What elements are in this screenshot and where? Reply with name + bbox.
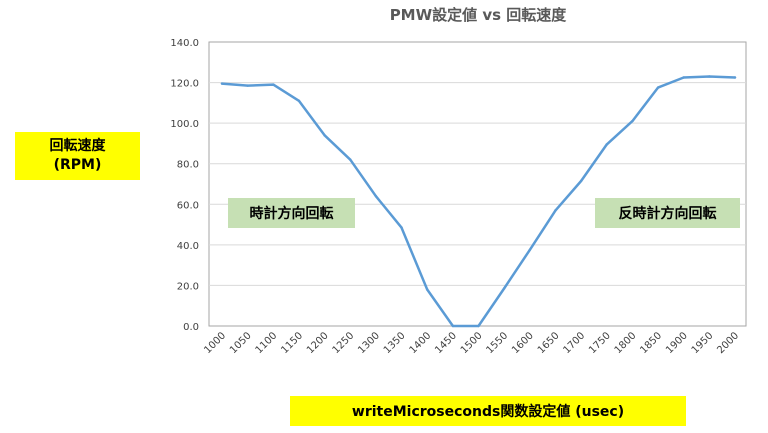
data-point xyxy=(451,324,455,328)
x-tick-label: 1850 xyxy=(638,330,664,356)
data-point xyxy=(554,209,557,212)
x-tick-label: 1100 xyxy=(254,330,280,356)
x-tick-label: 1900 xyxy=(664,330,690,356)
data-point xyxy=(297,99,301,103)
x-tick-label: 1000 xyxy=(202,330,228,356)
data-point xyxy=(323,134,326,137)
x-tick-label: 1950 xyxy=(690,330,716,356)
y-tick-label: 0.0 xyxy=(183,322,199,333)
x-tick-label: 1300 xyxy=(356,330,382,356)
data-point xyxy=(579,179,583,183)
y-tick-label: 100.0 xyxy=(170,119,199,130)
y-tick-label: 140.0 xyxy=(170,38,199,49)
data-point xyxy=(220,82,224,85)
x-tick-label: 1350 xyxy=(382,330,408,356)
x-tick-label: 1750 xyxy=(587,330,613,356)
y-tick-label: 60.0 xyxy=(177,200,199,211)
y-tick-label: 80.0 xyxy=(177,160,199,171)
data-point xyxy=(272,83,275,86)
x-tick-label: 1700 xyxy=(561,330,587,356)
y-axis-label-line1: 回転速度 xyxy=(49,138,106,154)
data-point xyxy=(349,158,352,161)
x-tick-label: 1550 xyxy=(484,330,510,356)
data-point xyxy=(708,75,711,78)
data-point xyxy=(374,194,378,198)
x-tick-label: 1200 xyxy=(305,330,331,356)
data-point xyxy=(733,76,737,79)
data-point xyxy=(502,287,506,290)
data-point xyxy=(426,288,429,291)
x-tick-label: 1050 xyxy=(228,330,254,356)
y-tick-label: 40.0 xyxy=(177,241,199,252)
data-point xyxy=(528,248,531,252)
data-point xyxy=(477,324,480,328)
chart-title: PMW設定値 vs 回転速度 xyxy=(389,6,567,24)
data-point xyxy=(631,119,634,123)
x-tick-label: 1650 xyxy=(536,330,562,356)
y-axis-label: 回転速度 (RPM) xyxy=(15,132,140,180)
annotation-counterclockwise: 反時計方向回転 xyxy=(595,198,740,228)
x-tick-label: 1400 xyxy=(408,330,434,356)
x-tick-label: 1150 xyxy=(279,330,305,356)
x-tick-label: 1450 xyxy=(433,330,459,356)
y-tick-label: 20.0 xyxy=(177,281,199,292)
x-tick-label: 1600 xyxy=(510,330,536,356)
x-tick-label: 1500 xyxy=(459,330,485,356)
x-tick-label: 1800 xyxy=(613,330,639,356)
data-point xyxy=(400,226,403,229)
data-point xyxy=(682,76,685,79)
y-tick-label: 120.0 xyxy=(170,79,199,90)
x-tick-label: 2000 xyxy=(715,330,741,356)
annotation-clockwise: 時計方向回転 xyxy=(228,198,355,228)
data-point xyxy=(246,84,249,87)
x-tick-label: 1250 xyxy=(331,330,357,356)
y-axis-label-line2: (RPM) xyxy=(53,157,102,173)
data-point xyxy=(605,143,608,146)
x-axis-label: writeMicroseconds関数設定値 (usec) xyxy=(290,396,686,426)
data-point xyxy=(656,86,660,89)
